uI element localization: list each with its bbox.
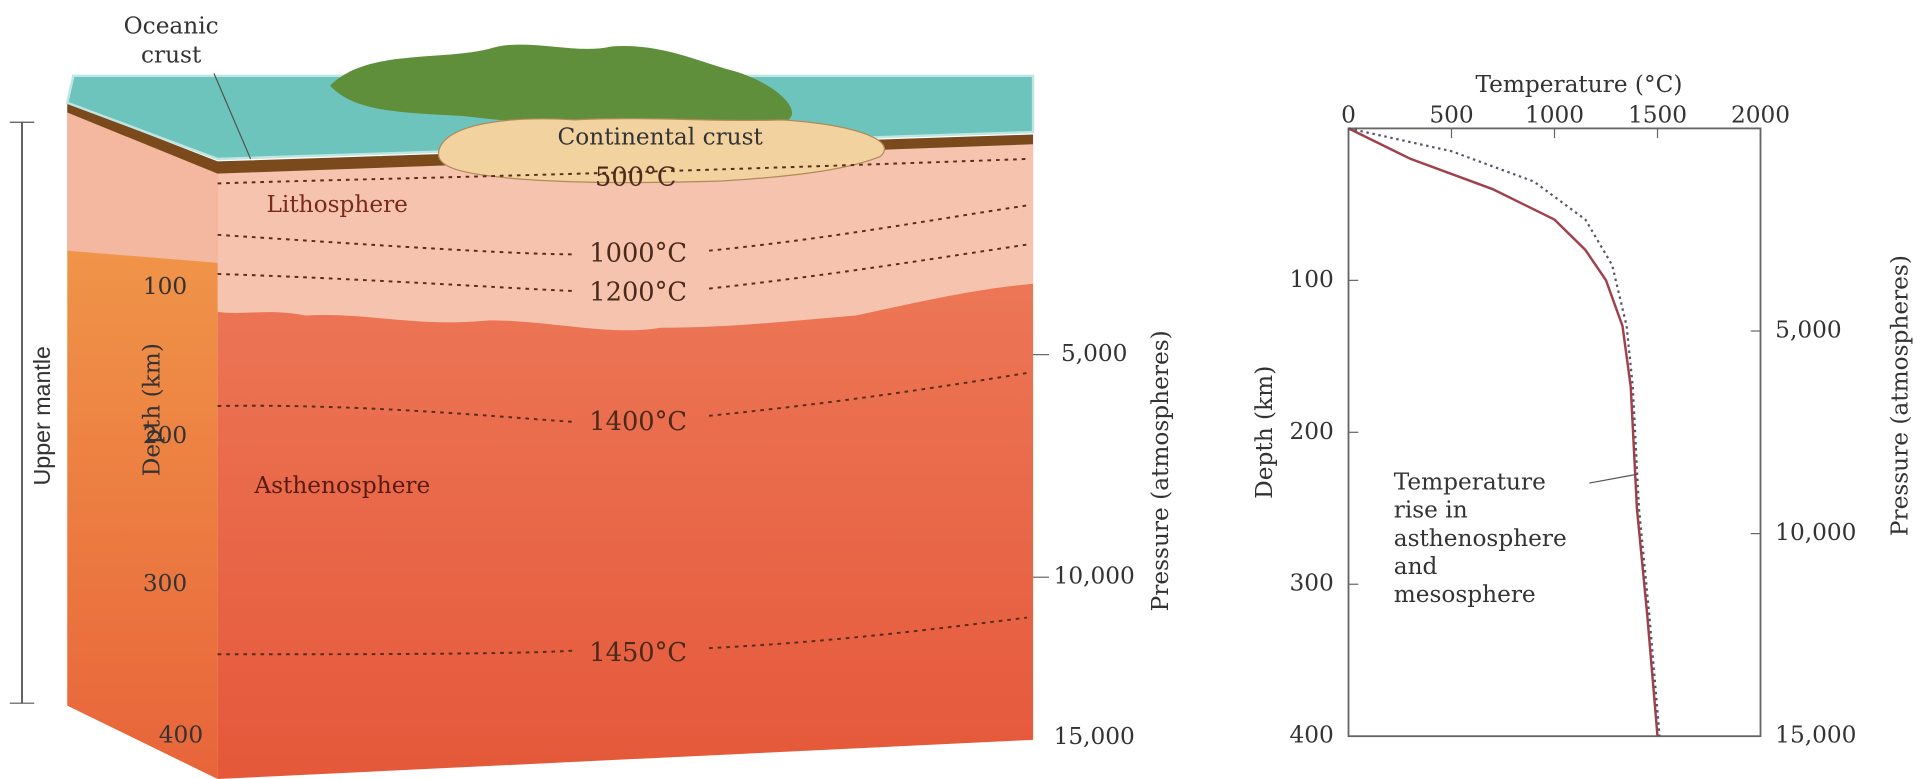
temperature-line [1349,128,1660,736]
y-tick-label: 100 [1290,266,1334,293]
depth-label: 100 [143,273,187,300]
pressure-label: 15,000 [1054,723,1135,750]
annotation: and [1394,553,1438,580]
y2-tick-label: 15,000 [1775,722,1856,749]
label: Asthenosphere [253,472,430,499]
y2-tick-label: 10,000 [1775,519,1856,546]
pressure-label: 10,000 [1054,563,1135,590]
depth-label: 200 [143,422,187,449]
label: crust [141,42,202,69]
label: Oceanic [124,12,219,39]
y2-tick-label: 5,000 [1775,317,1841,344]
temperature-line [1349,128,1658,736]
x-tick-label: 2000 [1731,102,1790,129]
body: Oceanic crust Continental crust 500°C Li… [0,0,1917,779]
y-tick-label: 200 [1290,418,1334,445]
isotherm-label: 1450°C [589,638,687,668]
x-tick-label: 500 [1429,102,1473,129]
axis-label: Pressure (atmospheres) [1147,330,1174,611]
label: Upper mantle [29,346,55,485]
axis-label: Depth (km) [138,343,165,476]
depth-label: 300 [143,570,187,597]
y-axis-label: Depth (km) [1251,366,1278,499]
isotherm-label: 1400°C [589,407,687,437]
isotherm-label: 1000°C [589,238,687,268]
annotation: mesosphere [1394,581,1536,608]
pressure-label: 5,000 [1061,340,1127,367]
annotation: asthenosphere [1394,525,1567,552]
y2-axis-label: Pressure (atmospheres) [1887,255,1914,536]
x-tick-label: 0 [1341,102,1356,129]
label: Continental crust [558,124,764,151]
y-tick-label: 300 [1290,570,1334,597]
depth-label: 400 [159,722,203,749]
page: body{margin:0;background:#fff;font-famil… [0,0,1917,779]
isotherm-label: 500°C [595,163,676,193]
y-tick-label: 400 [1290,722,1334,749]
isotherm-label: 1200°C [589,277,687,307]
annotation: Temperature [1394,469,1546,496]
annotation: rise in [1394,497,1468,524]
x-tick-label: 1000 [1525,102,1584,129]
annotation-leader [1589,474,1635,483]
chart-title: Temperature (°C) [1475,71,1682,98]
label: Lithosphere [267,191,408,218]
figure: Oceanic crust Continental crust 500°C Li… [0,0,1917,779]
x-tick-label: 1500 [1628,102,1687,129]
